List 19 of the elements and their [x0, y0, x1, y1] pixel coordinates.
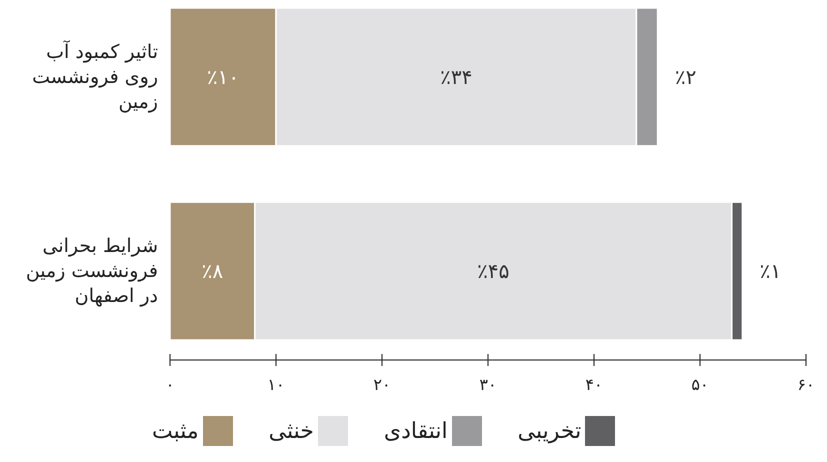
data-label: ٪۸: [202, 259, 224, 284]
y-tick-label: تاثیر کمبود آب روی فرونشست زمین: [32, 40, 158, 113]
data-label: ٪۴۵: [477, 259, 510, 284]
legend-label: مثبت: [152, 418, 199, 444]
legend-label: انتقادی: [384, 418, 448, 444]
x-tick-label: ۲۰: [373, 375, 391, 394]
legend-label: تخریبی: [518, 418, 582, 444]
x-tick-label: ۳۰: [479, 375, 497, 394]
y-tick-label: شرایط بحرانی فرونشست زمین در اصفهان: [26, 235, 158, 308]
x-tick-label: ۴۰: [585, 375, 603, 394]
data-label: ٪۱۰: [206, 64, 240, 89]
x-tick-label: ۱۰: [267, 375, 285, 394]
data-label: ٪۳۴: [440, 64, 472, 89]
data-label: ٪۲: [674, 64, 696, 89]
x-tick-label: ۶۰: [797, 375, 815, 394]
legend-label: خنثی: [268, 418, 314, 444]
x-tick-label: ۰: [166, 375, 174, 394]
data-label: ٪۱: [760, 259, 782, 284]
x-tick-label: ۵۰: [691, 375, 709, 394]
